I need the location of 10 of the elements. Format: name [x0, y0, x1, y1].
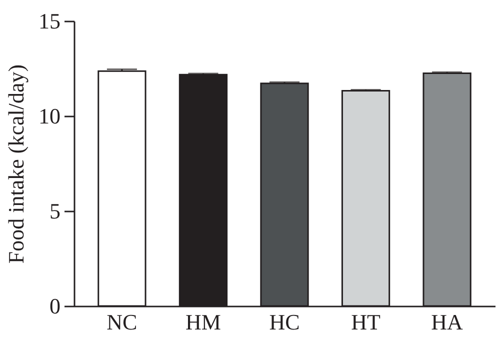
y-axis-title: Food intake (kcal/day) — [4, 64, 28, 264]
x-tick-label: HT — [351, 310, 381, 334]
y-tick-label: 0 — [50, 294, 60, 318]
y-tick-label: 15 — [38, 8, 60, 34]
x-tick-label: HA — [431, 310, 464, 334]
x-tick-label: HM — [186, 310, 221, 334]
x-tick-label: HC — [269, 310, 300, 334]
y-tick-label: 5 — [50, 198, 60, 224]
x-tick-label: NC — [106, 310, 138, 334]
y-tick-label: 10 — [38, 104, 60, 128]
